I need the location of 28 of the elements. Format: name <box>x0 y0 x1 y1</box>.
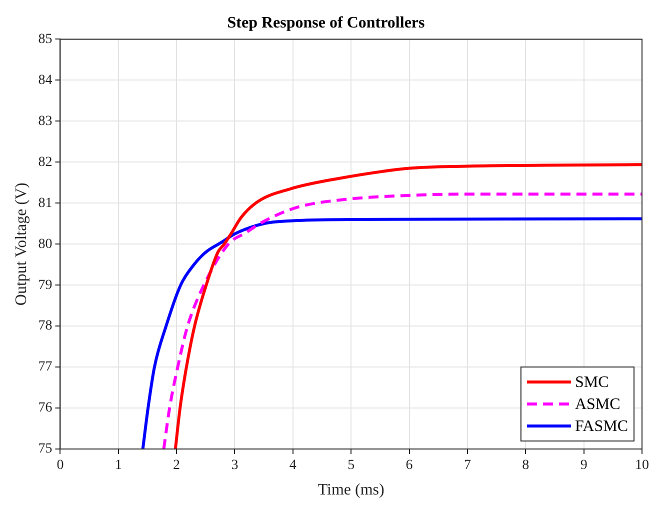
y-tick-label: 81 <box>38 196 52 211</box>
x-tick-label: 5 <box>348 458 355 474</box>
y-tick-label: 84 <box>38 72 52 88</box>
x-tick-label: 8 <box>522 458 530 474</box>
x-tick-label: 4 <box>289 458 296 474</box>
y-tick-label: 82 <box>38 154 52 170</box>
y-tick-label: 80 <box>38 236 52 252</box>
x-tick-label: 9 <box>580 458 588 474</box>
y-tick-label: 75 <box>38 442 52 457</box>
y-tick-label: 79 <box>38 278 52 293</box>
x-tick-label: 6 <box>406 458 413 474</box>
y-tick-label: 78 <box>38 318 52 334</box>
y-tick-label: 85 <box>38 32 52 47</box>
x-tick-label: 2 <box>173 458 180 474</box>
x-tick-label: 7 <box>464 458 471 474</box>
legend-label: ASMC <box>574 396 620 414</box>
legend-label: SMC <box>574 374 609 392</box>
x-axis-title: Time (ms) <box>318 482 384 499</box>
x-tick-label: 10 <box>635 458 649 474</box>
y-tick-label: 77 <box>38 360 52 375</box>
y-axis-title: Output Voltage (V) <box>12 182 30 306</box>
y-tick-label: 83 <box>38 114 52 129</box>
y-tick-label: 76 <box>38 400 52 416</box>
chart-title: Step Response of Controllers <box>227 14 425 32</box>
x-tick-label: 1 <box>114 458 122 474</box>
x-tick-label: 3 <box>231 458 238 474</box>
legend-label: FASMC <box>574 418 628 436</box>
x-tick-label: 0 <box>56 458 64 474</box>
